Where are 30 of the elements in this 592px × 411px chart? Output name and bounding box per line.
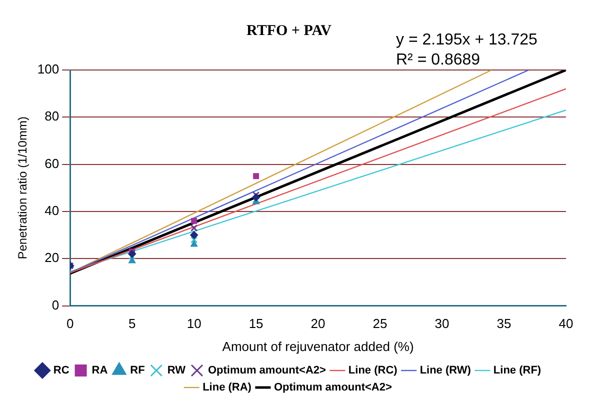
legend-label: RW: [167, 364, 186, 377]
legend-label: Line (RC): [348, 364, 398, 377]
x-axis-title: Amount of rejuvenator added (%): [222, 338, 414, 354]
x-tick-label: 20: [310, 316, 326, 332]
y-tick-label: 100: [37, 62, 60, 77]
x-tick-label: 15: [248, 316, 264, 332]
legend-label: Line (RA): [202, 382, 252, 394]
text: y = 2.195x + 13.725: [396, 31, 538, 48]
legend-label: RA: [92, 364, 108, 377]
y-axis-title: Penetration ratio (1/10mm): [16, 116, 30, 260]
y-tick-label: 40: [44, 203, 60, 218]
legend-label: RF: [130, 364, 146, 377]
y-tick-label: 60: [44, 156, 60, 171]
chart-title: RTFO + PAV: [246, 22, 332, 39]
x-tick-label: 0: [66, 316, 74, 332]
x-tick-label: 40: [558, 316, 574, 332]
x-tick-label: 30: [434, 316, 450, 332]
legend-label: Optimum amount<A2>: [274, 382, 392, 394]
legend-label: Line (RF): [493, 364, 542, 377]
legend-label: Optimum amount<A2>: [208, 364, 326, 377]
y-tick-label: 80: [44, 108, 60, 124]
x-tick-label: 25: [372, 316, 388, 332]
x-tick-label: 5: [128, 316, 136, 332]
x-tick-label: 35: [496, 316, 512, 332]
legend-label: Line (RW): [420, 364, 472, 377]
y-tick-label: 0: [52, 297, 60, 312]
y-tick-label: 20: [44, 250, 60, 266]
text: R² = 0.8689: [396, 51, 480, 68]
x-tick-label: 10: [186, 316, 202, 332]
legend-label: RC: [53, 364, 70, 377]
